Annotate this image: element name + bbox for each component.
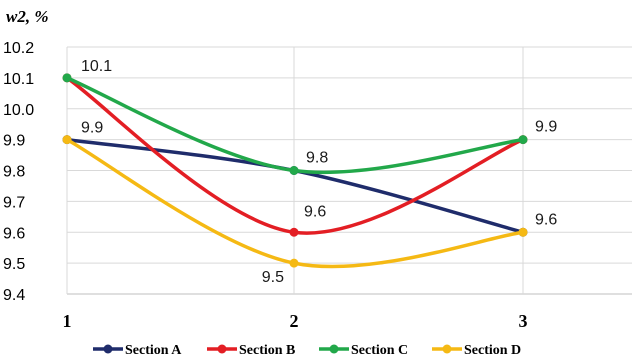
data-point-section-d [62,135,72,145]
data-point-section-c [289,166,299,175]
y-tick-label: 9.5 [3,256,25,273]
legend-swatch-marker [442,344,452,354]
x-tick-label: 3 [519,311,528,331]
y-tick-label: 9.8 [3,164,25,181]
legend-item: Section B [207,343,295,358]
data-label: 9.9 [535,119,557,136]
legend-swatch-marker [329,344,339,354]
x-tick-label: 1 [63,311,72,331]
y-tick-label: 10.2 [3,40,34,57]
series-lines [62,73,528,269]
data-point-section-c [518,135,528,145]
y-tick-label: 9.6 [3,225,25,242]
x-tick-label: 2 [290,311,299,331]
data-label: 9.8 [306,150,328,167]
legend-label: Section D [464,343,521,358]
x-axis-ticks: 1 2 3 [63,311,528,331]
series-line-section-c [65,76,525,175]
y-tick-label: 10.0 [3,102,34,119]
series-line-section-d [65,137,525,269]
y-axis-ticks: 9.4 9.5 9.6 9.7 9.8 9.9 10.0 10.1 10.2 [3,40,34,304]
y-tick-label: 9.4 [3,287,25,304]
data-label: 9.9 [81,120,103,137]
legend-label: Section C [351,343,408,358]
data-point-section-d [518,227,528,237]
data-label: 10.1 [81,58,112,75]
data-point-section-d [289,258,299,268]
legend: Section A Section B Section C Section D [93,343,521,358]
legend-label: Section A [125,343,182,358]
y-tick-label: 10.1 [3,71,34,88]
y-axis-title: w2, % [6,7,49,26]
data-label: 9.5 [262,269,284,286]
data-labels: 10.1 9.9 9.8 9.6 9.5 9.9 9.6 [81,58,557,286]
legend-item: Section C [319,343,408,358]
legend-item: Section D [432,343,521,358]
legend-swatch-marker [217,344,227,354]
data-label: 9.6 [535,211,557,228]
y-tick-label: 9.9 [3,133,25,150]
legend-item: Section A [93,343,182,358]
legend-swatch-marker [103,344,113,354]
data-point-section-b [289,227,299,237]
y-tick-label: 9.7 [3,194,25,211]
data-point-section-c [62,73,72,83]
y-axis-title-text: w2, % [6,7,49,26]
data-label: 9.6 [304,203,326,220]
legend-label: Section B [239,343,295,358]
